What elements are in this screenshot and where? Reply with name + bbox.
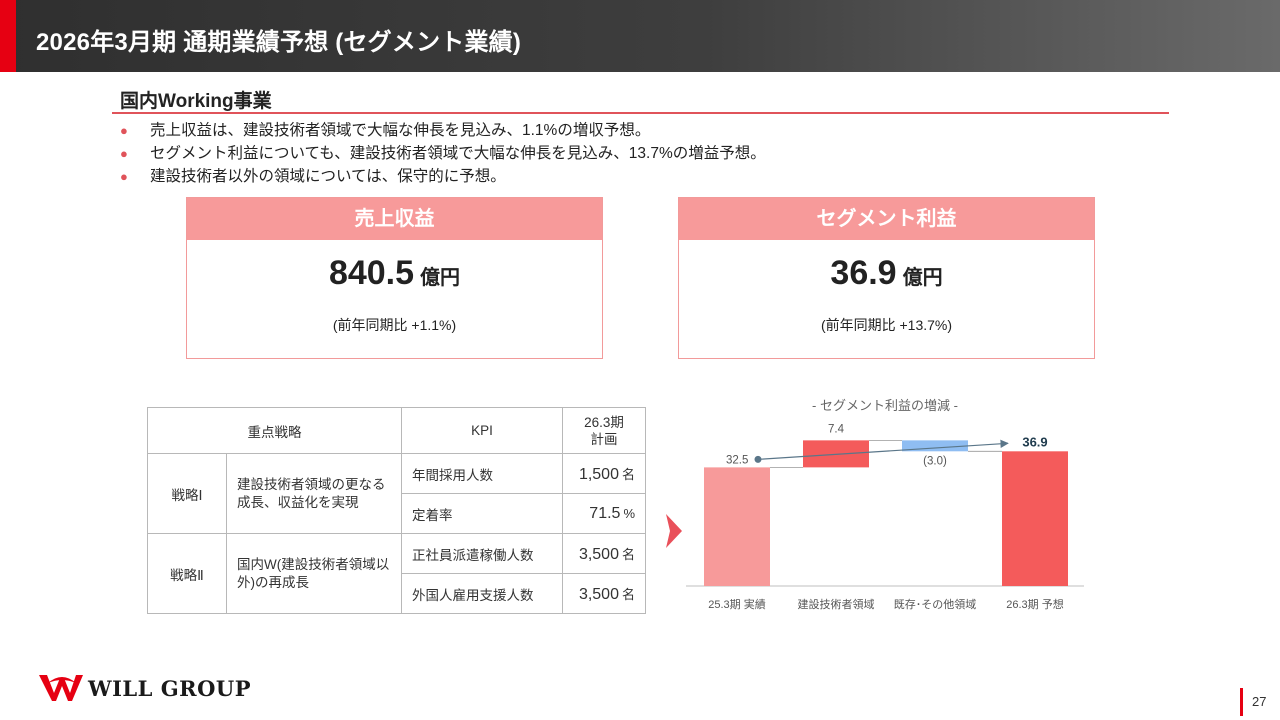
strategy-name: 戦略Ⅰ: [147, 453, 227, 534]
kpi-plan-unit: %: [623, 505, 635, 521]
category-tick-label: 既存･その他領域: [894, 597, 977, 611]
will-group-logo-icon: [39, 675, 83, 701]
kpi-name: 正社員派遣稼働人数: [401, 533, 563, 574]
kpi-value-row: 36.9 億円: [679, 254, 1094, 293]
bar-data-label: 7.4: [828, 423, 845, 435]
bar-data-label: (3.0): [923, 455, 947, 467]
kpi-name: 外国人雇用支援人数: [401, 573, 563, 614]
kpi-plan-unit: 名: [621, 466, 635, 482]
kpi-name: 定着率: [401, 493, 563, 534]
chart-title: - セグメント利益の増減 -: [812, 398, 958, 413]
kpi-plan-cell: 3,500 名: [562, 533, 646, 574]
bullet-dot-icon: ●: [120, 146, 128, 161]
strategy-kpi-table: 重点戦略 KPI 26.3期 計画 戦略Ⅰ 建設技術者領域の更なる成長、収益化を…: [147, 407, 646, 614]
kpi-value: 840.5: [328, 254, 415, 292]
kpi-plan-value: 1,500: [578, 465, 619, 483]
waterfall-chart: 32.5 25.3期 実績 7.4 建設技術者領域 (3.0) 既存･その他領域 36.9 2…: [686, 423, 1084, 611]
slide-title: 2026年3月期 通期業績予想 (セグメント業績): [36, 29, 522, 56]
table-row: 戦略Ⅰ 建設技術者領域の更なる成長、収益化を実現 年間採用人数 1,500 名: [147, 453, 646, 534]
header-strategy: 重点戦略: [147, 407, 402, 454]
trend-start-dot: [754, 455, 762, 463]
category-tick-label: 26.3期 予想: [1006, 597, 1063, 611]
kpi-plan-value: 71.5: [589, 504, 621, 522]
category-tick-label: 25.3期 実績: [708, 597, 765, 611]
section-divider: [112, 112, 1169, 114]
bar-data-label: 36.9: [1022, 434, 1047, 449]
kpi-label: 売上収益: [187, 198, 602, 240]
kpi-plan-cell: 3,500 名: [562, 573, 646, 614]
section-title: 国内Working事業: [120, 91, 272, 112]
kpi-plan-value: 3,500: [578, 585, 619, 603]
kpi-yoy-note: (前年同期比 +13.7%): [820, 317, 953, 333]
table-row: 戦略Ⅱ 国内W(建設技術者領域以外)の再成長 正社員派遣稼働人数 3,500 名: [147, 533, 646, 614]
header-accent-bar: [0, 0, 16, 72]
kpi-plan-value: 3,500: [578, 545, 619, 563]
bullet-dot-icon: ●: [120, 123, 128, 138]
kpi-value: 36.9: [830, 254, 897, 292]
trend-arrow-line: [757, 439, 1009, 460]
kpi-unit: 億円: [902, 267, 943, 289]
kpi-name: 年間採用人数: [401, 453, 563, 494]
page-number: 27: [1252, 694, 1267, 709]
kpi-label: セグメント利益: [679, 198, 1094, 240]
kpi-plan-cell: 71.5%: [562, 493, 646, 534]
kpi-yoy-note: (前年同期比 +1.1%): [332, 317, 457, 333]
kpi-plan-unit: 名: [621, 586, 635, 602]
bullet-item: ● セグメント利益についても、建設技術者領域で大幅な伸長を見込み、13.7%の増益…: [120, 142, 766, 165]
bullet-list: ● 売上収益は、建設技術者領域で大幅な伸長を見込み、1.1%の増収予想。 ● セグメ…: [120, 119, 766, 188]
header-plan: 26.3期 計画: [562, 407, 646, 454]
waterfall-bar: [1002, 451, 1068, 586]
logo-wordmark: WILL GROUP: [88, 676, 252, 701]
kpi-card-segment-profit: セグメント利益 36.9 億円 (前年同期比 +13.7%): [678, 197, 1095, 359]
bullet-item: ● 売上収益は、建設技術者領域で大幅な伸長を見込み、1.1%の増収予想。: [120, 119, 766, 142]
page-number-bar: [1240, 688, 1243, 716]
kpi-card-revenue: 売上収益 840.5 億円 (前年同期比 +1.1%): [186, 197, 603, 359]
strategy-description: 建設技術者領域の更なる成長、収益化を実現: [226, 453, 402, 534]
kpi-unit: 億円: [420, 267, 461, 289]
strategy-name: 戦略Ⅱ: [147, 533, 227, 614]
kpi-plan-cell: 1,500 名: [562, 453, 646, 494]
table-row: 定着率 71.5%: [148, 493, 646, 534]
category-tick-label: 建設技術者領域: [798, 597, 875, 611]
connector-arrow-icon: [666, 514, 682, 548]
header-kpi: KPI: [401, 407, 563, 454]
table-row: 外国人雇用支援人数 3,500 名: [148, 573, 646, 614]
bullet-item: ● 建設技術者以外の領域については、保守的に予想。: [120, 165, 766, 188]
strategy-description: 国内W(建設技術者領域以外)の再成長: [226, 533, 402, 614]
bar-data-label: 32.5: [726, 454, 748, 466]
bullet-dot-icon: ●: [120, 169, 128, 184]
table-header-row: 重点戦略 KPI 26.3期 計画: [147, 407, 646, 454]
slide-header: 2026年3月期 通期業績予想 (セグメント業績): [0, 0, 1280, 72]
kpi-plan-unit: 名: [621, 546, 635, 562]
waterfall-bar: [902, 440, 968, 452]
kpi-value-row: 840.5 億円: [187, 254, 602, 293]
waterfall-bar: [704, 467, 770, 586]
